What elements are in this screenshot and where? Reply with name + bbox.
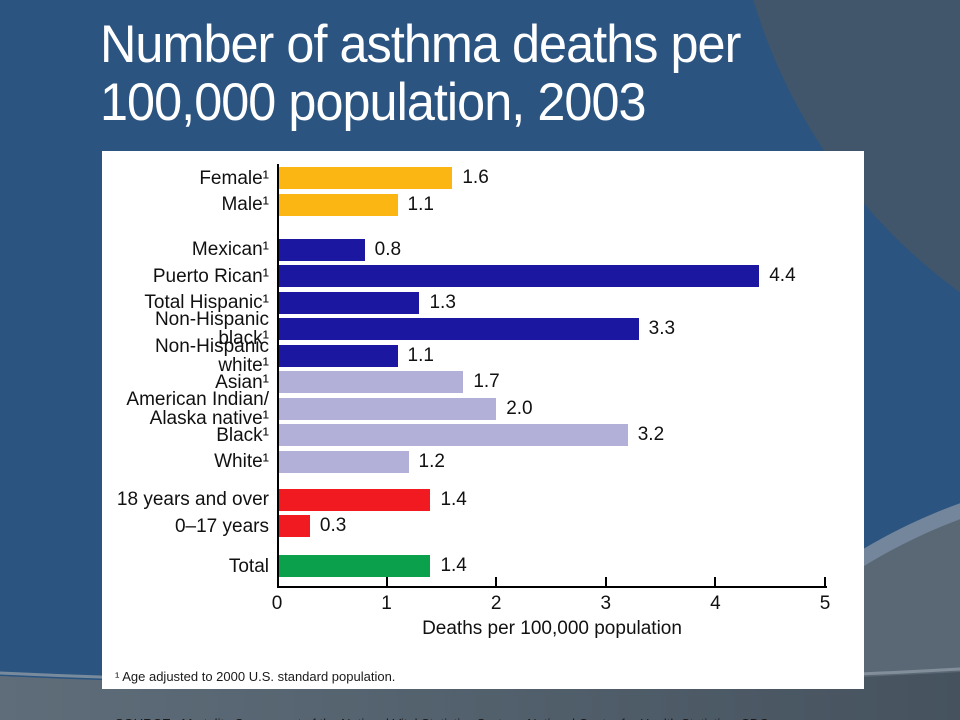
bar <box>277 371 464 393</box>
chart-row: Asian¹ 1.7 <box>102 371 864 393</box>
value-label: 3.3 <box>648 318 676 339</box>
chart-row: 18 years and over 1.4 <box>102 488 864 511</box>
chart-row: Female¹ 1.6 <box>102 167 864 189</box>
chart-row: Non-Hispanic white¹ 1.1 <box>102 335 864 376</box>
chart-row: White¹ 1.2 <box>102 450 864 473</box>
value-label: 4.4 <box>769 265 796 286</box>
x-tick-mark <box>385 577 388 586</box>
category-label: Total Hispanic¹ <box>144 292 269 313</box>
category-label: Total <box>228 555 269 577</box>
value-label: 0.3 <box>319 515 347 536</box>
bar-track: 1.4 <box>277 555 837 577</box>
footnote-age-adjusted: ¹ Age adjusted to 2000 U.S. standard pop… <box>115 669 396 684</box>
bar <box>277 344 398 367</box>
chart-row: Male¹ 1.1 <box>102 193 864 216</box>
chart-row: Black¹ 3.2 <box>102 424 864 446</box>
category-label: American Indian/ Alaska native¹ <box>126 388 269 429</box>
bar-track: 1.1 <box>277 344 837 367</box>
x-tick-label: 0 <box>271 593 283 614</box>
category-label: White¹ <box>214 451 269 472</box>
x-tick-label: 5 <box>819 593 831 614</box>
bar <box>277 265 760 287</box>
bar-track: 3.2 <box>277 424 837 446</box>
value-label: 1.7 <box>473 371 500 392</box>
bar <box>277 167 453 189</box>
chart-row: Puerto Rican¹ 4.4 <box>102 265 864 287</box>
bar-track: 1.2 <box>277 450 837 473</box>
bar <box>277 238 365 261</box>
x-tick-mark <box>714 577 717 586</box>
bar-track: 0.3 <box>277 515 837 537</box>
x-tick-mark <box>604 577 607 586</box>
x-tick-labels: 0 1 2 3 4 5 <box>272 593 831 615</box>
bar-track: 1.6 <box>277 167 837 189</box>
bar-track: 1.1 <box>277 193 837 216</box>
y-axis-line <box>277 164 279 588</box>
chart-row: Total 1.4 <box>102 555 864 577</box>
bar-track: 1.3 <box>277 291 837 314</box>
value-label: 1.4 <box>440 555 467 576</box>
bar-track: 1.4 <box>277 488 837 511</box>
x-axis-line <box>277 586 827 588</box>
value-label: 1.2 <box>418 450 445 472</box>
value-label: 1.3 <box>429 291 456 313</box>
category-label: Female¹ <box>199 167 269 189</box>
chart-row: Non-Hispanic black¹ 3.3 <box>102 310 864 348</box>
category-label: Mexican¹ <box>191 239 269 260</box>
bar <box>277 397 497 420</box>
bar-track: 3.3 <box>277 318 837 340</box>
value-label: 3.2 <box>637 424 665 445</box>
bar-track: 1.7 <box>277 371 837 393</box>
value-label: 1.1 <box>407 193 434 215</box>
x-tick-label: 3 <box>600 593 612 614</box>
x-axis-title: Deaths per 100,000 population <box>422 618 682 639</box>
bar <box>277 193 398 216</box>
bar <box>277 555 431 577</box>
category-label: Male¹ <box>221 194 269 215</box>
bar <box>277 450 409 473</box>
value-label: 1.6 <box>462 167 489 188</box>
category-label: Asian¹ <box>215 371 269 393</box>
category-label: 0–17 years <box>174 515 269 537</box>
chart-row: 0–17 years 0.3 <box>102 515 864 537</box>
chart-row: American Indian/ Alaska native¹ 2.0 <box>102 388 864 429</box>
category-label: 18 years and over <box>116 489 269 510</box>
bar-track: 4.4 <box>277 265 837 287</box>
category-label: Black¹ <box>216 424 269 446</box>
slide-title: Number of asthma deaths per 100,000 popu… <box>100 15 741 132</box>
bar <box>277 291 420 314</box>
category-label: Non-Hispanic white¹ <box>154 335 269 376</box>
value-label: 1.4 <box>440 488 467 510</box>
category-label: Puerto Rican¹ <box>152 265 269 287</box>
x-tick-label: 4 <box>710 593 721 614</box>
bar <box>277 318 639 340</box>
chart-row: Total Hispanic¹ 1.3 <box>102 291 864 314</box>
chart-panel: Female¹ 1.6 Male¹ 1.1 Mexican¹ 0.8 Puerto Rica… <box>102 151 864 720</box>
value-label: 1.1 <box>407 344 434 366</box>
bar <box>277 424 628 446</box>
bar-chart: Female¹ 1.6 Male¹ 1.1 Mexican¹ 0.8 Puerto Rica… <box>102 151 864 720</box>
chart-row: Mexican¹ 0.8 <box>102 238 864 261</box>
footnotes: ¹ Age adjusted to 2000 U.S. standard pop… <box>115 638 772 720</box>
footnote-source: SOURCE: Mortality Component of the Natio… <box>115 716 772 720</box>
x-tick-mark <box>824 577 826 586</box>
bar <box>277 488 431 511</box>
bar-track: 2.0 <box>277 397 837 420</box>
bar <box>277 515 310 537</box>
x-tick-label: 1 <box>381 593 392 614</box>
value-label: 2.0 <box>506 397 533 419</box>
bar-track: 0.8 <box>277 238 837 261</box>
x-tick-mark <box>495 577 498 586</box>
chart-rows: Female¹ 1.6 Male¹ 1.1 Mexican¹ 0.8 Puerto Rica… <box>102 167 864 577</box>
value-label: 0.8 <box>374 238 402 260</box>
x-tick-label: 2 <box>490 593 502 614</box>
